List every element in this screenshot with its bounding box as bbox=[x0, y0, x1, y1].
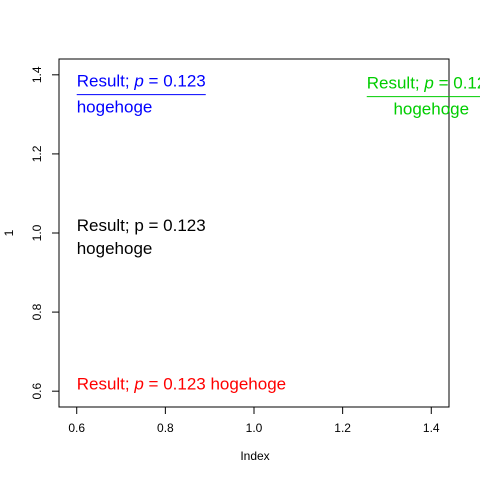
annotation-denominator: hogehoge bbox=[393, 100, 469, 119]
x-tick-label: 1.0 bbox=[246, 421, 263, 435]
annotation-text-part: p bbox=[423, 74, 433, 93]
annotation-ann-black: Result; p = 0.123 hogehoge bbox=[77, 216, 206, 258]
annotation-text-part: p bbox=[133, 374, 143, 393]
annotation-text-part: = 0.123 bbox=[434, 74, 480, 93]
annotation-text-part: = 0.123 bbox=[144, 72, 206, 91]
y-tick-label: 0.6 bbox=[30, 383, 44, 400]
annotation-text-part: Result; bbox=[77, 374, 135, 393]
annotation-text-part: Result; bbox=[77, 72, 135, 91]
annotation-denominator: hogehoge bbox=[77, 98, 153, 117]
x-tick-label: 1.2 bbox=[334, 421, 351, 435]
x-tick-label: 1.4 bbox=[423, 421, 440, 435]
y-tick-label: 1.0 bbox=[30, 224, 44, 241]
y-tick-label: 1.2 bbox=[30, 145, 44, 162]
tick-marks: 0.6 0.8 1.0 1.2 1.4 0.6 0.8 1.0 1.2 1.4 bbox=[30, 66, 440, 435]
x-tick-label: 0.6 bbox=[68, 421, 85, 435]
annotation-text-part: = 0.123 hogehoge bbox=[144, 374, 286, 393]
annotation-text-part: p bbox=[133, 72, 143, 91]
annotation-numerator: Result; p = 0.123 bbox=[367, 74, 480, 93]
annotation-text-part: Result; bbox=[367, 74, 425, 93]
annotation-inline: Result; p = 0.123 hogehoge bbox=[77, 374, 286, 393]
y-axis-title: 1 bbox=[2, 229, 16, 236]
y-tick-label: 1.4 bbox=[30, 66, 44, 83]
annotation-ann-green: Result; p = 0.123 hogehoge bbox=[366, 74, 480, 119]
annotation-line-1: Result; p = 0.123 bbox=[77, 216, 206, 235]
y-tick-label: 0.8 bbox=[30, 303, 44, 320]
annotation-numerator: Result; p = 0.123 bbox=[77, 72, 206, 91]
annotation-ann-red: Result; p = 0.123 hogehoge bbox=[77, 374, 286, 393]
x-axis-title: Index bbox=[240, 449, 269, 463]
annotation-line-2: hogehoge bbox=[77, 239, 153, 258]
annotation-ann-blue: Result; p = 0.123 hogehoge bbox=[76, 72, 206, 117]
x-tick-label: 0.8 bbox=[157, 421, 174, 435]
